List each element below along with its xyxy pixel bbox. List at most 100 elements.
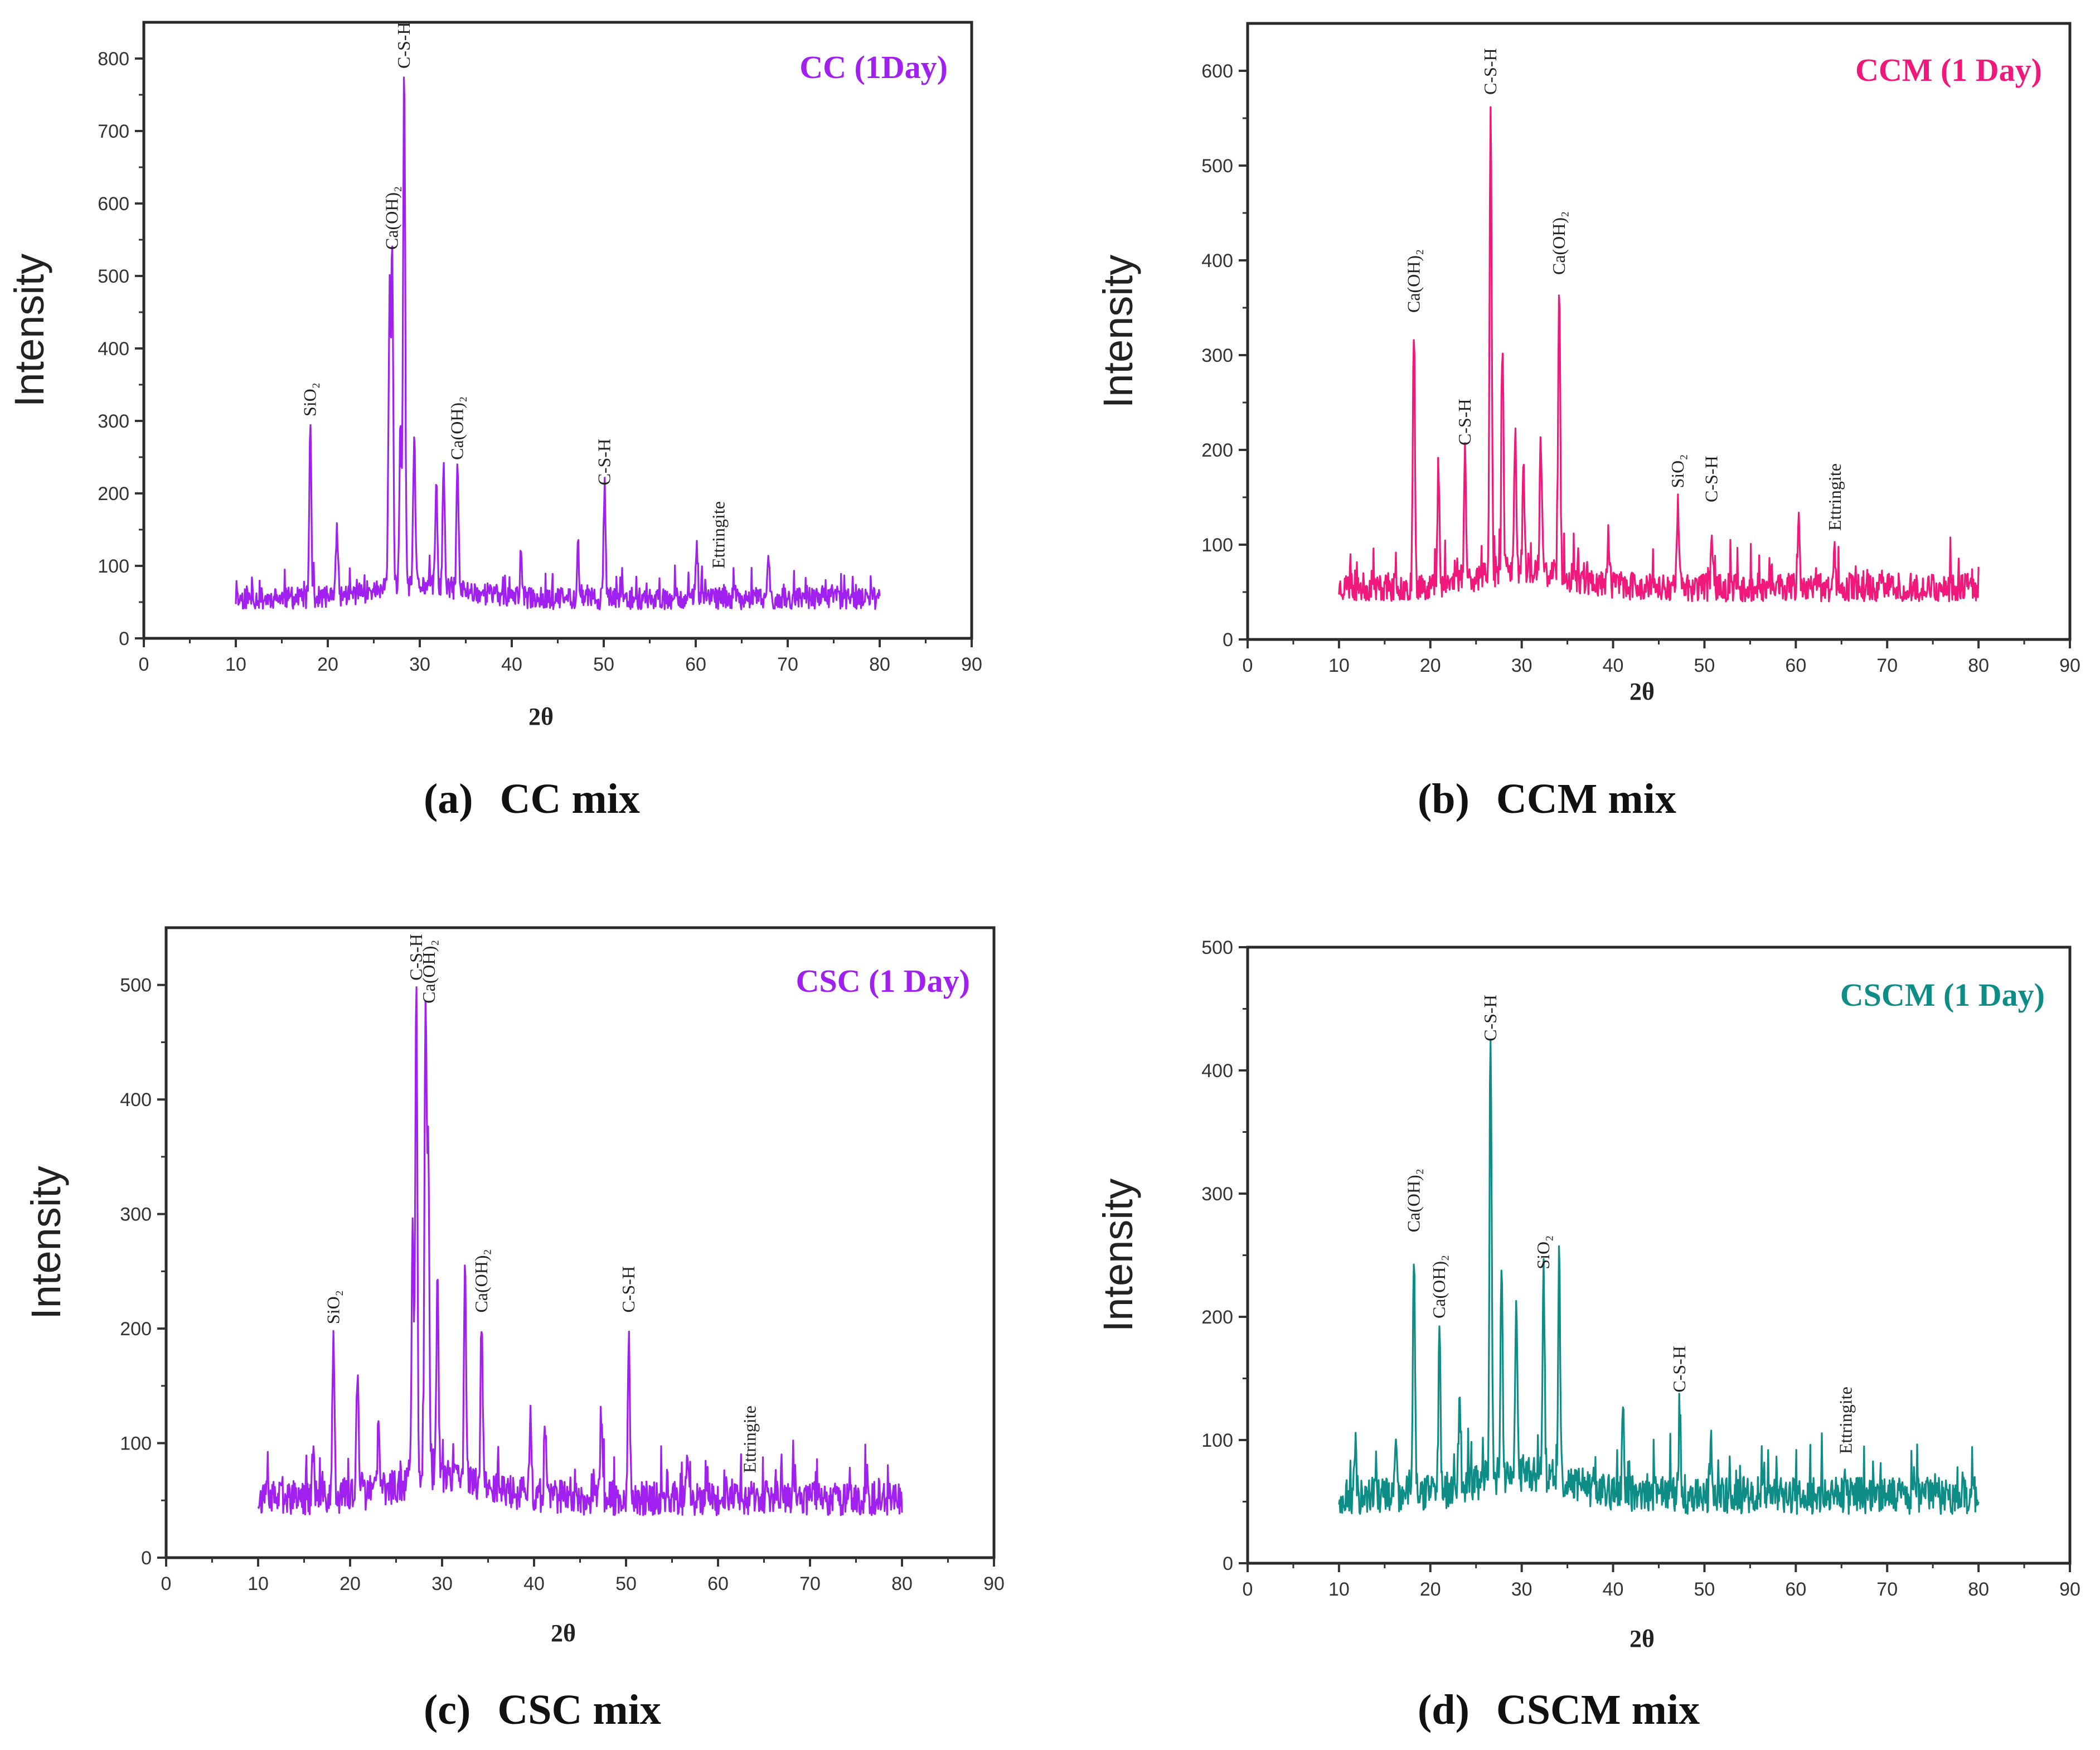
caption-text: CSC mix (497, 1686, 661, 1733)
y-tick-label: 400 (1201, 250, 1233, 272)
x-tick-label: 90 (983, 1573, 1005, 1594)
x-tick-label: 30 (409, 654, 430, 675)
x-tick-label: 50 (615, 1573, 637, 1594)
x-tick-label: 20 (1420, 655, 1441, 676)
y-tick-label: 500 (1201, 937, 1233, 958)
x-tick-label: 40 (1603, 655, 1624, 676)
xrd-series-line (1338, 106, 1980, 603)
chart-title: CSC (1 Day) (796, 963, 970, 999)
x-tick-label: 10 (225, 654, 246, 675)
peak-annotation: C-S-H (618, 1266, 638, 1313)
y-tick-label: 100 (120, 1433, 152, 1455)
caption-ccm: (b) CCM mix (1418, 775, 1676, 823)
plot-frame (1246, 22, 2072, 641)
x-tick-label: 10 (1328, 1579, 1350, 1600)
xrd-series-line (235, 76, 881, 610)
y-tick-label: 600 (1201, 61, 1233, 82)
caption-letter: (c) (424, 1686, 471, 1733)
peak-annotation: Ca(OH)₂ (1403, 1169, 1423, 1232)
panel-cscm: 0 10 20 30 40 50 60 70 80 90 0 100 200 300 400 500 2θ Int… (1050, 875, 2099, 1749)
x-tick-label: 0 (161, 1573, 172, 1594)
y-tick-label: 600 (98, 193, 129, 215)
y-tick-label: 500 (98, 266, 129, 287)
y-tick-label: 500 (120, 975, 152, 996)
x-tick-label: 0 (139, 654, 149, 675)
y-tick-label: 200 (1201, 440, 1233, 461)
x-tick-label: 70 (799, 1573, 821, 1594)
panel-ccm: 0 10 20 30 40 50 60 70 80 90 0 100 200 300 400 500 600 2θ… (1050, 0, 2099, 875)
x-tick-label: 10 (248, 1573, 269, 1594)
x-tick-label: 30 (1511, 1579, 1532, 1600)
x-tick-label: 60 (707, 1573, 729, 1594)
x-tick-label: 90 (961, 654, 982, 675)
y-tick-label: 700 (98, 121, 129, 142)
x-tick-label: 80 (1968, 1579, 1989, 1600)
xrd-series-line (1338, 1039, 1980, 1515)
caption-letter: (a) (424, 775, 473, 822)
y-tick-label: 200 (1201, 1307, 1233, 1328)
y-tick-label: 300 (1201, 345, 1233, 366)
peak-annotation: SiO₂ (300, 382, 320, 416)
x-tick-label: 60 (1785, 1579, 1806, 1600)
caption-letter: (b) (1418, 775, 1469, 822)
peak-annotation: Ca(OH)₂ (471, 1249, 491, 1312)
x-tick-label: 90 (2059, 1579, 2080, 1600)
y-tick-label: 300 (120, 1204, 152, 1225)
y-tick-label: 400 (1201, 1060, 1233, 1082)
x-axis-label: 2θ (528, 703, 554, 730)
peak-annotation: Ca(OH)₂ (382, 186, 402, 250)
x-axis-label: 2θ (551, 1620, 576, 1647)
y-tick-label: 300 (98, 411, 129, 432)
x-tick-label: 60 (685, 654, 706, 675)
x-tick-label: 20 (340, 1573, 361, 1594)
x-tick-label: 70 (777, 654, 798, 675)
peak-annotation: C-S-H (1701, 455, 1721, 502)
chart-csc: 0 10 20 30 40 50 60 70 80 90 0 100 200 300 400 500 2θ Int… (23, 926, 1005, 1647)
xrd-series-line (257, 986, 903, 1516)
peak-annotation: SiO₂ (323, 1290, 343, 1324)
y-tick-label: 100 (1201, 1430, 1233, 1451)
peak-annotation: Ca(OH)₂ (419, 940, 439, 1004)
caption-letter: (d) (1418, 1686, 1469, 1733)
x-axis-label: 2θ (1629, 1625, 1655, 1652)
x-tick-label: 70 (1876, 1579, 1898, 1600)
y-tick-label: 0 (1223, 629, 1233, 651)
x-tick-label: 40 (501, 654, 522, 675)
y-axis-label: Intensity (1095, 255, 1141, 409)
y-axis-label: Intensity (1095, 1179, 1141, 1332)
peak-annotation: Ettringite (740, 1405, 760, 1473)
x-tick-label: 30 (431, 1573, 453, 1594)
peak-annotation: C-S-H (1669, 1346, 1689, 1393)
caption-csc: (c) CSC mix (424, 1686, 661, 1734)
plot-frame (164, 926, 996, 1559)
x-tick-label: 0 (1243, 1579, 1253, 1600)
y-axis-label: Intensity (6, 254, 52, 408)
peak-annotation: C-S-H (1480, 48, 1500, 95)
peak-annotation: Ettringite (1835, 1387, 1855, 1454)
chart-cscm: 0 10 20 30 40 50 60 70 80 90 0 100 200 300 400 500 2θ Int… (1095, 937, 2080, 1652)
x-tick-label: 0 (1243, 655, 1253, 676)
x-tick-label: 10 (1328, 655, 1350, 676)
x-tick-label: 80 (891, 1573, 913, 1594)
x-tick-label: 20 (317, 654, 338, 675)
x-tick-label: 80 (869, 654, 890, 675)
peak-annotation: Ca(OH)₂ (447, 396, 467, 460)
peak-annotation: Ettringite (1825, 463, 1845, 531)
y-tick-label: 100 (1201, 535, 1233, 556)
x-tick-label: 80 (1968, 655, 1989, 676)
chart-ccm: 0 10 20 30 40 50 60 70 80 90 0 100 200 300 400 500 600 2θ… (1095, 22, 2080, 705)
peak-annotation: C-S-H (1480, 995, 1500, 1041)
chart-title: CSCM (1 Day) (1840, 977, 2045, 1013)
peak-annotation: C-S-H (594, 439, 614, 486)
caption-text: CC mix (499, 775, 640, 822)
x-tick-label: 70 (1876, 655, 1898, 676)
x-axis-label: 2θ (1629, 678, 1655, 705)
x-tick-label: 60 (1785, 655, 1806, 676)
y-tick-label: 400 (98, 338, 129, 360)
peak-annotation: Ca(OH)₂ (1429, 1255, 1449, 1318)
peak-annotation: SiO₂ (1667, 454, 1687, 488)
peak-annotation: Ca(OH)₂ (1403, 249, 1423, 313)
chart-title: CC (1Day) (799, 49, 948, 85)
y-tick-label: 500 (1201, 156, 1233, 177)
caption-text: CSCM mix (1496, 1686, 1700, 1733)
